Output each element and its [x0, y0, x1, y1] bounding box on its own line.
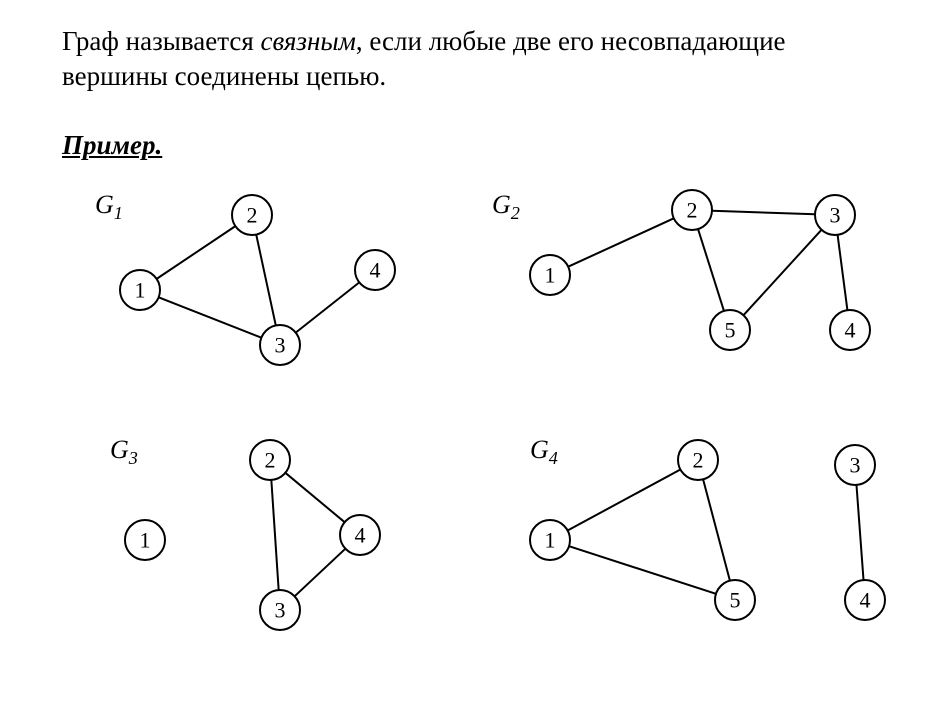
- graph-node-label: 4: [860, 588, 871, 613]
- graph-node-label: 4: [370, 258, 381, 283]
- graph-node-label: 5: [730, 588, 741, 613]
- graph-node-label: 1: [545, 528, 556, 553]
- graph-node-label: 5: [725, 318, 736, 343]
- graph-g4: 1 2 3 4 5: [480, 420, 910, 650]
- graph-edge: [569, 546, 716, 594]
- graph-edge: [568, 218, 674, 266]
- graph-edge: [285, 473, 344, 522]
- graph-node-label: 4: [845, 318, 856, 343]
- graph-edge: [296, 282, 360, 332]
- definition-text: Граф называется связным, если любые две …: [62, 24, 892, 94]
- graph-edge: [568, 470, 681, 531]
- graph-edge: [743, 230, 821, 315]
- graph-edge: [712, 211, 815, 215]
- graph-edge: [159, 297, 262, 337]
- graph-node-label: 2: [247, 203, 258, 228]
- graph-g3: 1 2 3 4: [70, 420, 430, 650]
- graph-g1: 1 2 3 4: [60, 175, 440, 375]
- graph-edge: [271, 480, 278, 590]
- graph-node-label: 2: [265, 448, 276, 473]
- graph-node-label: 4: [355, 523, 366, 548]
- definition-italic: связным: [261, 26, 356, 56]
- graph-edge: [703, 479, 730, 580]
- graph-edge: [295, 549, 346, 597]
- graph-node-label: 1: [545, 263, 556, 288]
- graph-g2: 1 2 3 4 5: [480, 175, 900, 375]
- graph-node-label: 2: [687, 198, 698, 223]
- graph-edge: [157, 226, 236, 279]
- graph-node-label: 3: [830, 203, 841, 228]
- graph-node-label: 3: [275, 333, 286, 358]
- example-heading: Пример.: [62, 130, 162, 161]
- graph-edge: [698, 229, 724, 311]
- graph-edge: [256, 235, 276, 326]
- graph-node-label: 2: [693, 448, 704, 473]
- graph-node-label: 1: [135, 278, 146, 303]
- graph-node-label: 3: [275, 598, 286, 623]
- page: Граф называется связным, если любые две …: [0, 0, 950, 711]
- graph-node-label: 3: [850, 453, 861, 478]
- definition-pre: Граф называется: [62, 26, 261, 56]
- graph-edge: [838, 235, 848, 310]
- graph-node-label: 1: [140, 528, 151, 553]
- graph-edge: [856, 485, 863, 580]
